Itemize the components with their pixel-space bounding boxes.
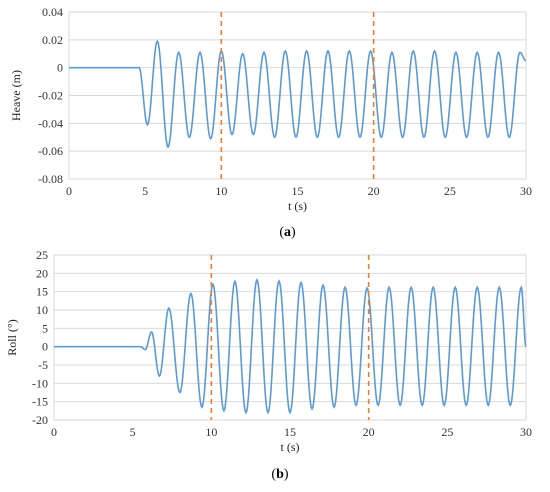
y-tick-label: -0.04 [38,116,63,130]
caption-close-paren: ) [284,467,289,482]
panel-caption: (b) [271,467,288,482]
y-tick-label: 0 [42,340,48,354]
x-tick-label: 20 [368,184,380,198]
caption-close-paren: ) [291,225,296,240]
x-tick-label: 0 [66,184,72,198]
x-axis-title: t (s) [281,440,300,454]
plot-frame [53,254,527,421]
y-tick-label: 0.04 [42,5,63,19]
y-tick-label: -20 [32,413,48,427]
y-tick-label: -5 [38,358,48,372]
heave-panel: 0.040.020-0.02-0.04-0.06-0.080 5 10 15 20 25 3… [9,5,532,240]
x-tick-label: 25 [441,425,453,439]
x-tick-label: 30 [520,425,532,439]
x-tick-label: 5 [142,184,148,198]
plot-frame [68,11,527,180]
y-tick-label: 25 [36,248,48,262]
x-tick-label: 10 [205,425,217,439]
y-tick-label: -0.08 [38,172,63,186]
caption-open-paren: ( [279,225,284,240]
panel-caption: (a) [279,225,296,240]
y-axis-title: Heave (m) [9,70,23,121]
y-tick-label: 0.02 [42,33,63,47]
x-tick-label: 15 [284,425,296,439]
y-tick-label: 20 [36,266,48,280]
x-axis-title: t (s) [288,199,307,213]
x-tick-label: 30 [520,184,532,198]
y-tick-label: -0.06 [38,144,63,158]
x-tick-label: 25 [444,184,456,198]
caption-open-paren: ( [271,467,276,482]
x-tick-label: 0 [51,425,57,439]
series-line [54,278,527,415]
x-tick-label: 20 [363,425,375,439]
x-tick-label: 10 [215,184,227,198]
caption-letter: a [284,225,291,240]
y-tick-label: 10 [36,303,48,317]
y-axis-title: Roll (°) [5,319,19,355]
series-line [69,39,527,149]
x-tick-label: 5 [130,425,136,439]
y-tick-label: -15 [32,395,48,409]
y-tick-label: -0.02 [38,89,63,103]
y-tick-label: 0 [57,61,63,75]
x-tick-label: 15 [292,184,304,198]
caption-letter: b [276,467,284,482]
y-tick-label: -10 [32,376,48,390]
y-tick-label: 5 [42,321,48,335]
y-tick-label: 15 [36,285,48,299]
